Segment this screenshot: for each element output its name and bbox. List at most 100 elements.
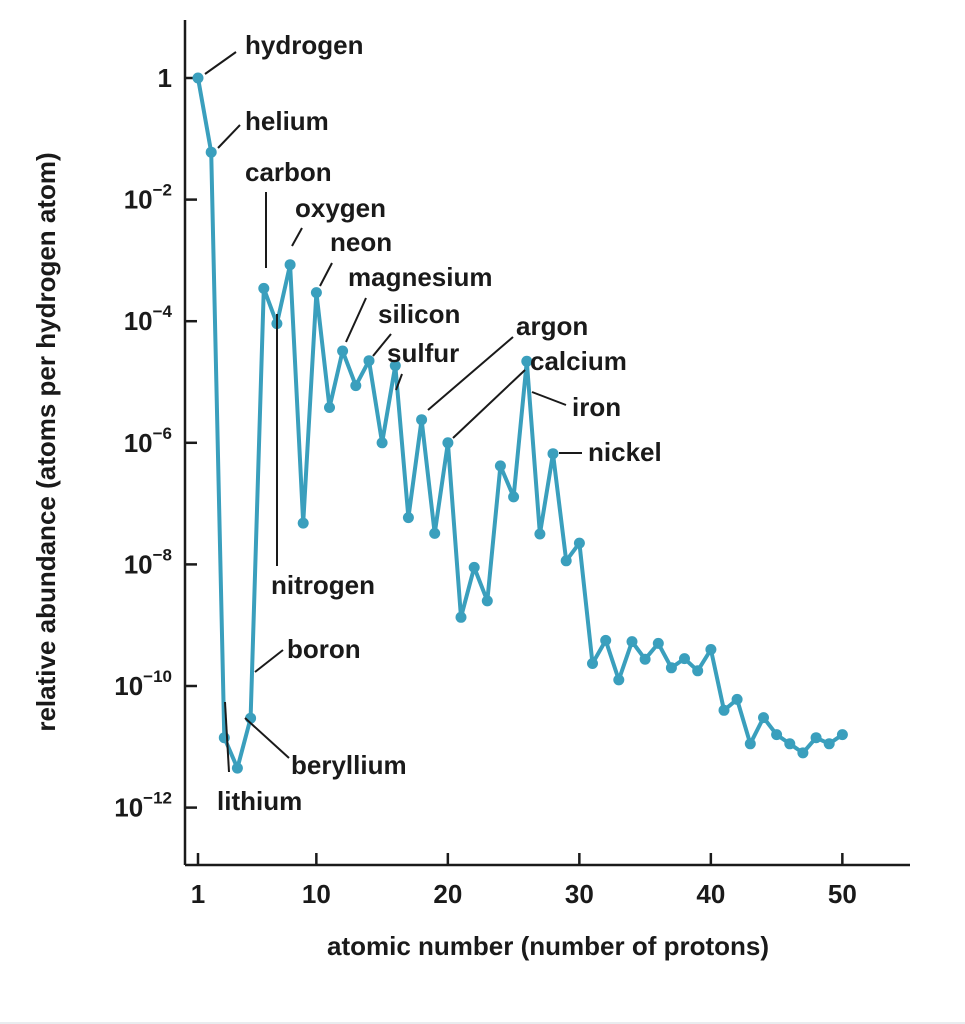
data-point [402,512,414,524]
annotation-beryllium: beryllium [244,717,407,780]
annotation-helium: helium [217,106,329,149]
annotation-magnesium: magnesium [345,262,493,343]
data-point [652,637,664,649]
data-point [468,561,480,573]
annotation-sulfur: sulfur [387,338,459,391]
annotation-argon: argon [427,311,588,411]
leader-line [452,369,526,439]
data-point [455,611,467,623]
data-point [481,595,493,607]
leader-line [395,373,403,391]
data-point [416,414,428,426]
data-point [350,380,362,392]
data-point [679,653,690,665]
x-tick-label: 40 [696,879,725,909]
y-tick-label: 10−10 [114,667,172,701]
annotation-label: carbon [245,157,332,187]
x-tick-label: 50 [828,879,857,909]
y-tick-label: 10−6 [124,424,172,458]
element-annotations: hydrogen helium carbon oxygen neon magnesium s… [204,30,662,816]
data-point [192,72,204,84]
data-point [705,644,717,655]
y-tick-label: 10−8 [124,545,172,579]
leader-line [224,701,230,773]
data-point [758,712,769,724]
annotation-silicon: silicon [372,299,460,357]
leader-line [531,391,567,406]
data-point [258,282,270,294]
data-point [429,527,441,539]
annotation-label: nickel [588,437,662,467]
y-tick-label: 10−12 [114,789,172,823]
data-point [587,658,598,669]
annotation-calcium: calcium [452,346,627,439]
data-point [731,693,743,705]
axes [183,20,910,867]
annotation-label: beryllium [291,750,407,780]
data-point [810,732,822,744]
data-point [560,555,572,567]
annotation-label: lithium [217,786,302,816]
data-point [231,762,243,774]
data-point [494,460,506,472]
data-point [836,729,848,741]
y-tick-label: 10−4 [124,302,173,336]
annotation-label: magnesium [348,262,493,292]
y-axis-title: relative abundance (atoms per hydrogen a… [31,152,61,731]
x-tick-label: 20 [433,879,462,909]
leader-line [204,51,237,75]
data-point [205,146,217,158]
data-point [600,634,612,646]
data-point [771,729,783,741]
data-point [284,259,296,271]
leader-line [217,124,241,149]
data-point [692,665,704,677]
data-point [573,537,585,549]
annotation-label: iron [572,392,621,422]
annotation-label: nitrogen [271,570,375,600]
data-point [310,287,322,299]
data-point [823,738,835,750]
data-point [324,402,335,413]
data-point [547,448,559,460]
x-tick-label: 1 [191,879,205,909]
data-point [376,437,388,449]
y-tick-label: 10−2 [124,181,172,215]
data-point [337,345,349,357]
leader-line [345,297,367,343]
annotation-label: calcium [530,346,627,376]
x-tick-label: 10 [302,879,331,909]
annotation-label: neon [330,227,392,257]
data-point [665,662,677,674]
annotation-label: oxygen [295,193,386,223]
y-tick-label: 1 [158,63,172,93]
leader-line [372,333,392,357]
data-point [639,653,651,665]
annotation-label: helium [245,106,329,136]
annotation-neon: neon [319,227,392,287]
data-point [784,738,796,750]
leader-line [291,227,303,247]
data-point [508,491,520,503]
annotation-carbon: carbon [245,157,332,268]
data-point [363,355,375,367]
annotation-label: silicon [378,299,460,329]
bottom-band [0,1022,965,1024]
x-tick-label: 30 [565,879,594,909]
data-point [297,517,309,529]
annotation-label: boron [287,634,361,664]
leader-line [254,649,284,673]
annotation-nitrogen: nitrogen [271,314,375,600]
annotation-nickel: nickel [559,437,662,467]
data-point [442,437,454,449]
data-points [192,72,848,774]
data-point [613,674,625,686]
leader-line [244,717,290,759]
data-point [626,636,638,648]
annotation-oxygen: oxygen [291,193,386,247]
annotation-boron: boron [254,634,361,673]
leader-line [427,336,514,411]
data-point [718,704,730,716]
data-point [521,355,533,367]
